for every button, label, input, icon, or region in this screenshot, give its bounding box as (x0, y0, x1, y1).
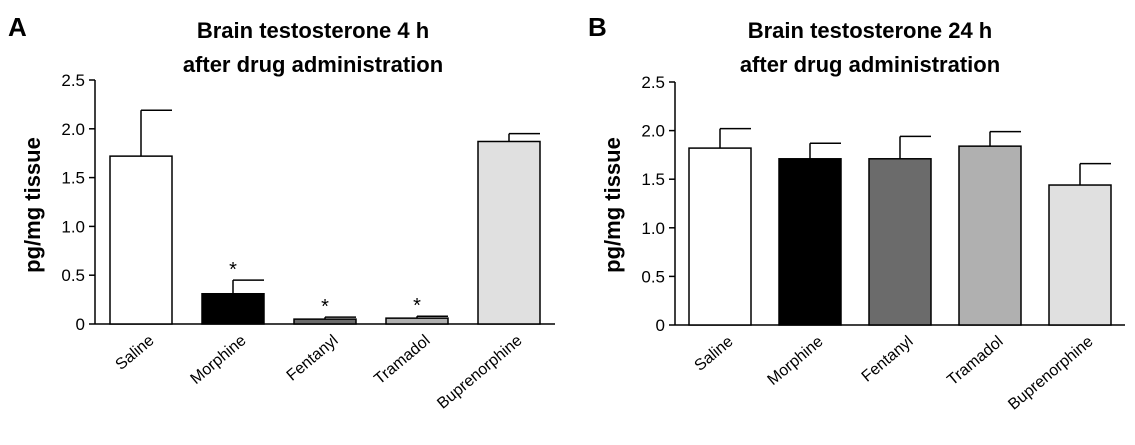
chart-b: B Brain testosterone 24 h after drug adm… (588, 12, 1125, 414)
plot-area: 0 0.5 1.0 1.5 2.0 2.5 Saline * Morphine * Fentanyl… (61, 71, 555, 413)
x-tick-label: Buprenorphine (1005, 333, 1096, 414)
plot-area: 0 0.5 1.0 1.5 2.0 2.5 Saline Morphine Fentanyl Tr… (641, 73, 1125, 414)
chart-title-line2: after drug administration (183, 52, 443, 77)
bar-tramadol (385, 317, 449, 325)
y-tick-label: 0 (76, 315, 85, 334)
y-axis-label: pg/mg tissue (20, 137, 45, 273)
panel-b: B Brain testosterone 24 h after drug adm… (580, 0, 1135, 445)
y-tick-label: 1.0 (641, 219, 665, 238)
bar-tramadol (958, 145, 1022, 326)
y-tick-label: 1.5 (61, 169, 85, 188)
chart-a: A Brain testosterone 4 h after drug admi… (8, 12, 555, 413)
x-tick-label: Tramadol (371, 332, 433, 388)
bar-morphine (201, 292, 265, 325)
x-tick-label: Saline (113, 332, 158, 374)
chart-title-line1: Brain testosterone 4 h (197, 18, 429, 43)
y-tick-label: 2.0 (641, 122, 665, 141)
y-tick-label: 2.5 (61, 71, 85, 90)
bar-morphine (778, 158, 842, 326)
significance-marker: * (321, 296, 329, 318)
x-tick-label: Morphine (188, 332, 250, 388)
y-axis-label: pg/mg tissue (600, 137, 625, 273)
x-tick-label: Buprenorphine (434, 332, 525, 413)
y-tick-label: 1.5 (641, 170, 665, 189)
y-tick-label: 0.5 (641, 267, 665, 286)
panel-a: A Brain testosterone 4 h after drug admi… (0, 0, 560, 445)
bar-buprenorphine (477, 140, 541, 325)
y-tick-label: 0.5 (61, 266, 85, 285)
significance-marker: * (229, 259, 237, 281)
y-tick-label: 2.0 (61, 120, 85, 139)
x-tick-label: Tramadol (944, 333, 1006, 389)
x-tick-label: Morphine (765, 333, 827, 389)
x-tick-label: Fentanyl (284, 332, 342, 384)
x-tick-label: Saline (692, 333, 737, 375)
y-tick-label: 1.0 (61, 217, 85, 236)
y-tick-label: 0 (656, 316, 665, 335)
bar-fentanyl (868, 158, 932, 326)
bar-saline (688, 147, 752, 326)
chart-title-line1: Brain testosterone 24 h (748, 18, 993, 43)
chart-title-line2: after drug administration (740, 52, 1000, 77)
panel-letter-a: A (8, 12, 27, 42)
y-tick-label: 2.5 (641, 73, 665, 92)
bar-saline (109, 155, 173, 325)
significance-marker: * (413, 295, 421, 317)
bar-buprenorphine (1048, 184, 1112, 326)
x-tick-label: Fentanyl (859, 333, 917, 385)
bar-fentanyl (293, 318, 357, 325)
panel-letter-b: B (588, 12, 607, 42)
